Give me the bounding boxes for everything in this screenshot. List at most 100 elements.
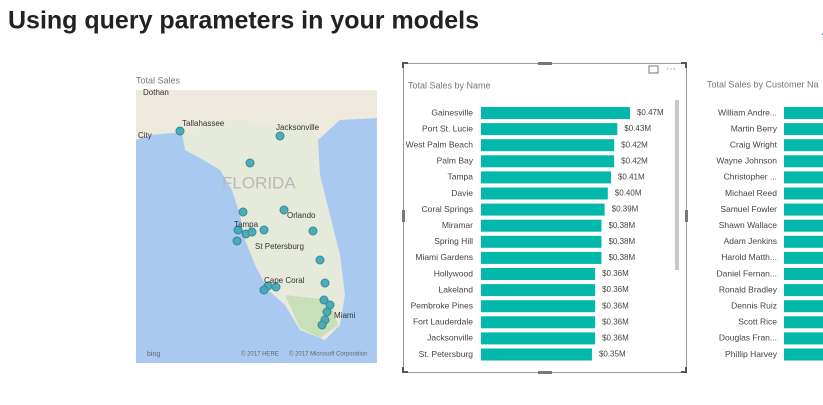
bar-cropped xyxy=(784,348,823,361)
focus-mode-icon[interactable] xyxy=(648,65,659,74)
category-label: Phillip Harvey xyxy=(725,349,778,359)
category-label: Craig Wright xyxy=(730,139,778,149)
slide-mark: ▲ xyxy=(818,19,823,39)
chart-title: Total Sales by Customer Na xyxy=(707,79,819,89)
bar-cropped xyxy=(784,268,823,280)
category-label: St. Petersburg xyxy=(419,349,474,359)
place-label: Tampa xyxy=(234,220,259,229)
bar-cropped xyxy=(784,155,823,168)
category-label: Hollywood xyxy=(434,268,473,278)
place-label: Cape Coral xyxy=(264,276,305,285)
category-label: Coral Springs xyxy=(422,204,474,214)
category-label: Scott Rice xyxy=(738,317,777,327)
category-label: Miami Gardens xyxy=(415,252,473,262)
category-label: Gainesville xyxy=(431,107,473,117)
map xyxy=(136,90,377,363)
data-label: $0.36M xyxy=(602,269,629,278)
category-label: Palm Bay xyxy=(437,156,474,166)
frame-corners xyxy=(402,62,687,373)
bar-cropped xyxy=(784,187,823,200)
category-label: Wayne Johnson xyxy=(716,156,777,166)
frame-handle[interactable] xyxy=(538,62,552,65)
category-label: Shawn Wallace xyxy=(719,220,778,230)
category-label: Samuel Fowler xyxy=(720,204,777,214)
data-label: $0.38M xyxy=(608,221,635,230)
bar xyxy=(481,155,615,168)
place-label: City xyxy=(138,131,152,140)
map-land xyxy=(136,90,377,140)
more-options-icon[interactable]: ··· xyxy=(666,64,676,75)
data-label: $0.36M xyxy=(602,285,629,294)
scrollbar[interactable] xyxy=(675,100,679,270)
category-label: Douglas Fran... xyxy=(719,333,777,343)
bar xyxy=(481,332,596,345)
category-label: Port St. Lucie xyxy=(422,123,473,133)
bar-cropped xyxy=(784,123,823,136)
bar-cropped xyxy=(784,203,823,216)
category-label: Lakeland xyxy=(438,284,473,294)
bar-cropped xyxy=(784,107,823,119)
data-label: $0.36M xyxy=(602,301,629,310)
bar xyxy=(481,235,602,248)
bar xyxy=(481,219,602,232)
category-label: Daniel Fernan... xyxy=(717,268,777,278)
map-title: Total Sales xyxy=(136,75,181,85)
category-label: Tampa xyxy=(447,172,473,182)
bar-cropped xyxy=(784,139,823,152)
category-label: Miramar xyxy=(442,220,473,230)
data-label: $0.36M xyxy=(602,317,629,326)
frame-handle[interactable] xyxy=(402,210,405,222)
data-label: $0.35M xyxy=(599,350,626,359)
bar-cropped xyxy=(784,219,823,232)
data-label: $0.38M xyxy=(608,237,635,246)
bar xyxy=(481,187,608,200)
bar-cropped xyxy=(784,316,823,329)
slide-title: Using query parameters in your models xyxy=(8,7,479,35)
bar xyxy=(481,284,596,297)
place-label: FLORIDA xyxy=(222,173,296,192)
bar xyxy=(481,268,596,280)
category-label: Adam Jenkins xyxy=(724,236,777,246)
bar xyxy=(481,139,615,152)
category-label: Spring Hill xyxy=(434,236,473,246)
category-label: Christopher ... xyxy=(724,172,777,182)
map-points xyxy=(175,126,335,330)
bar-cropped xyxy=(784,300,823,313)
bar xyxy=(481,123,618,136)
frame-handle[interactable] xyxy=(685,210,688,222)
category-label: Ronald Bradley xyxy=(719,284,778,294)
data-label: $0.43M xyxy=(624,124,651,133)
map-place-labels: Dothan Tallahassee Jacksonville City FLO… xyxy=(138,88,367,358)
category-label: Pembroke Pines xyxy=(411,300,473,310)
bar xyxy=(481,251,602,264)
place-label: St Petersburg xyxy=(255,242,304,251)
category-label: Fort Lauderdale xyxy=(413,317,473,327)
bar xyxy=(481,316,596,329)
bar xyxy=(481,171,611,184)
category-label: William Andre... xyxy=(718,107,777,117)
bar-cropped xyxy=(784,171,823,184)
bar xyxy=(481,107,630,119)
bar-cropped xyxy=(784,251,823,264)
data-label: $0.38M xyxy=(608,253,635,262)
data-label: $0.47M xyxy=(637,108,664,117)
bar-cropped xyxy=(784,235,823,248)
frame-handle[interactable] xyxy=(538,371,552,374)
map-credit: © 2017 Microsoft Corporation xyxy=(289,351,367,358)
bar-cropped xyxy=(784,332,823,345)
data-label: $0.42M xyxy=(621,140,648,149)
category-label: Michael Reed xyxy=(725,188,777,198)
category-label: West Palm Beach xyxy=(406,139,474,149)
category-label: Dennis Ruiz xyxy=(731,300,777,310)
place-label: Miami xyxy=(334,311,356,320)
bar xyxy=(481,348,592,361)
category-label: Jacksonville xyxy=(427,333,473,343)
bar-cropped xyxy=(784,284,823,297)
place-label: Tallahassee xyxy=(182,119,225,128)
category-label: Davie xyxy=(451,188,473,198)
place-label: Orlando xyxy=(287,211,316,220)
bar xyxy=(481,300,596,313)
chart-title: Total Sales by Name xyxy=(408,80,491,90)
bar xyxy=(481,203,605,216)
